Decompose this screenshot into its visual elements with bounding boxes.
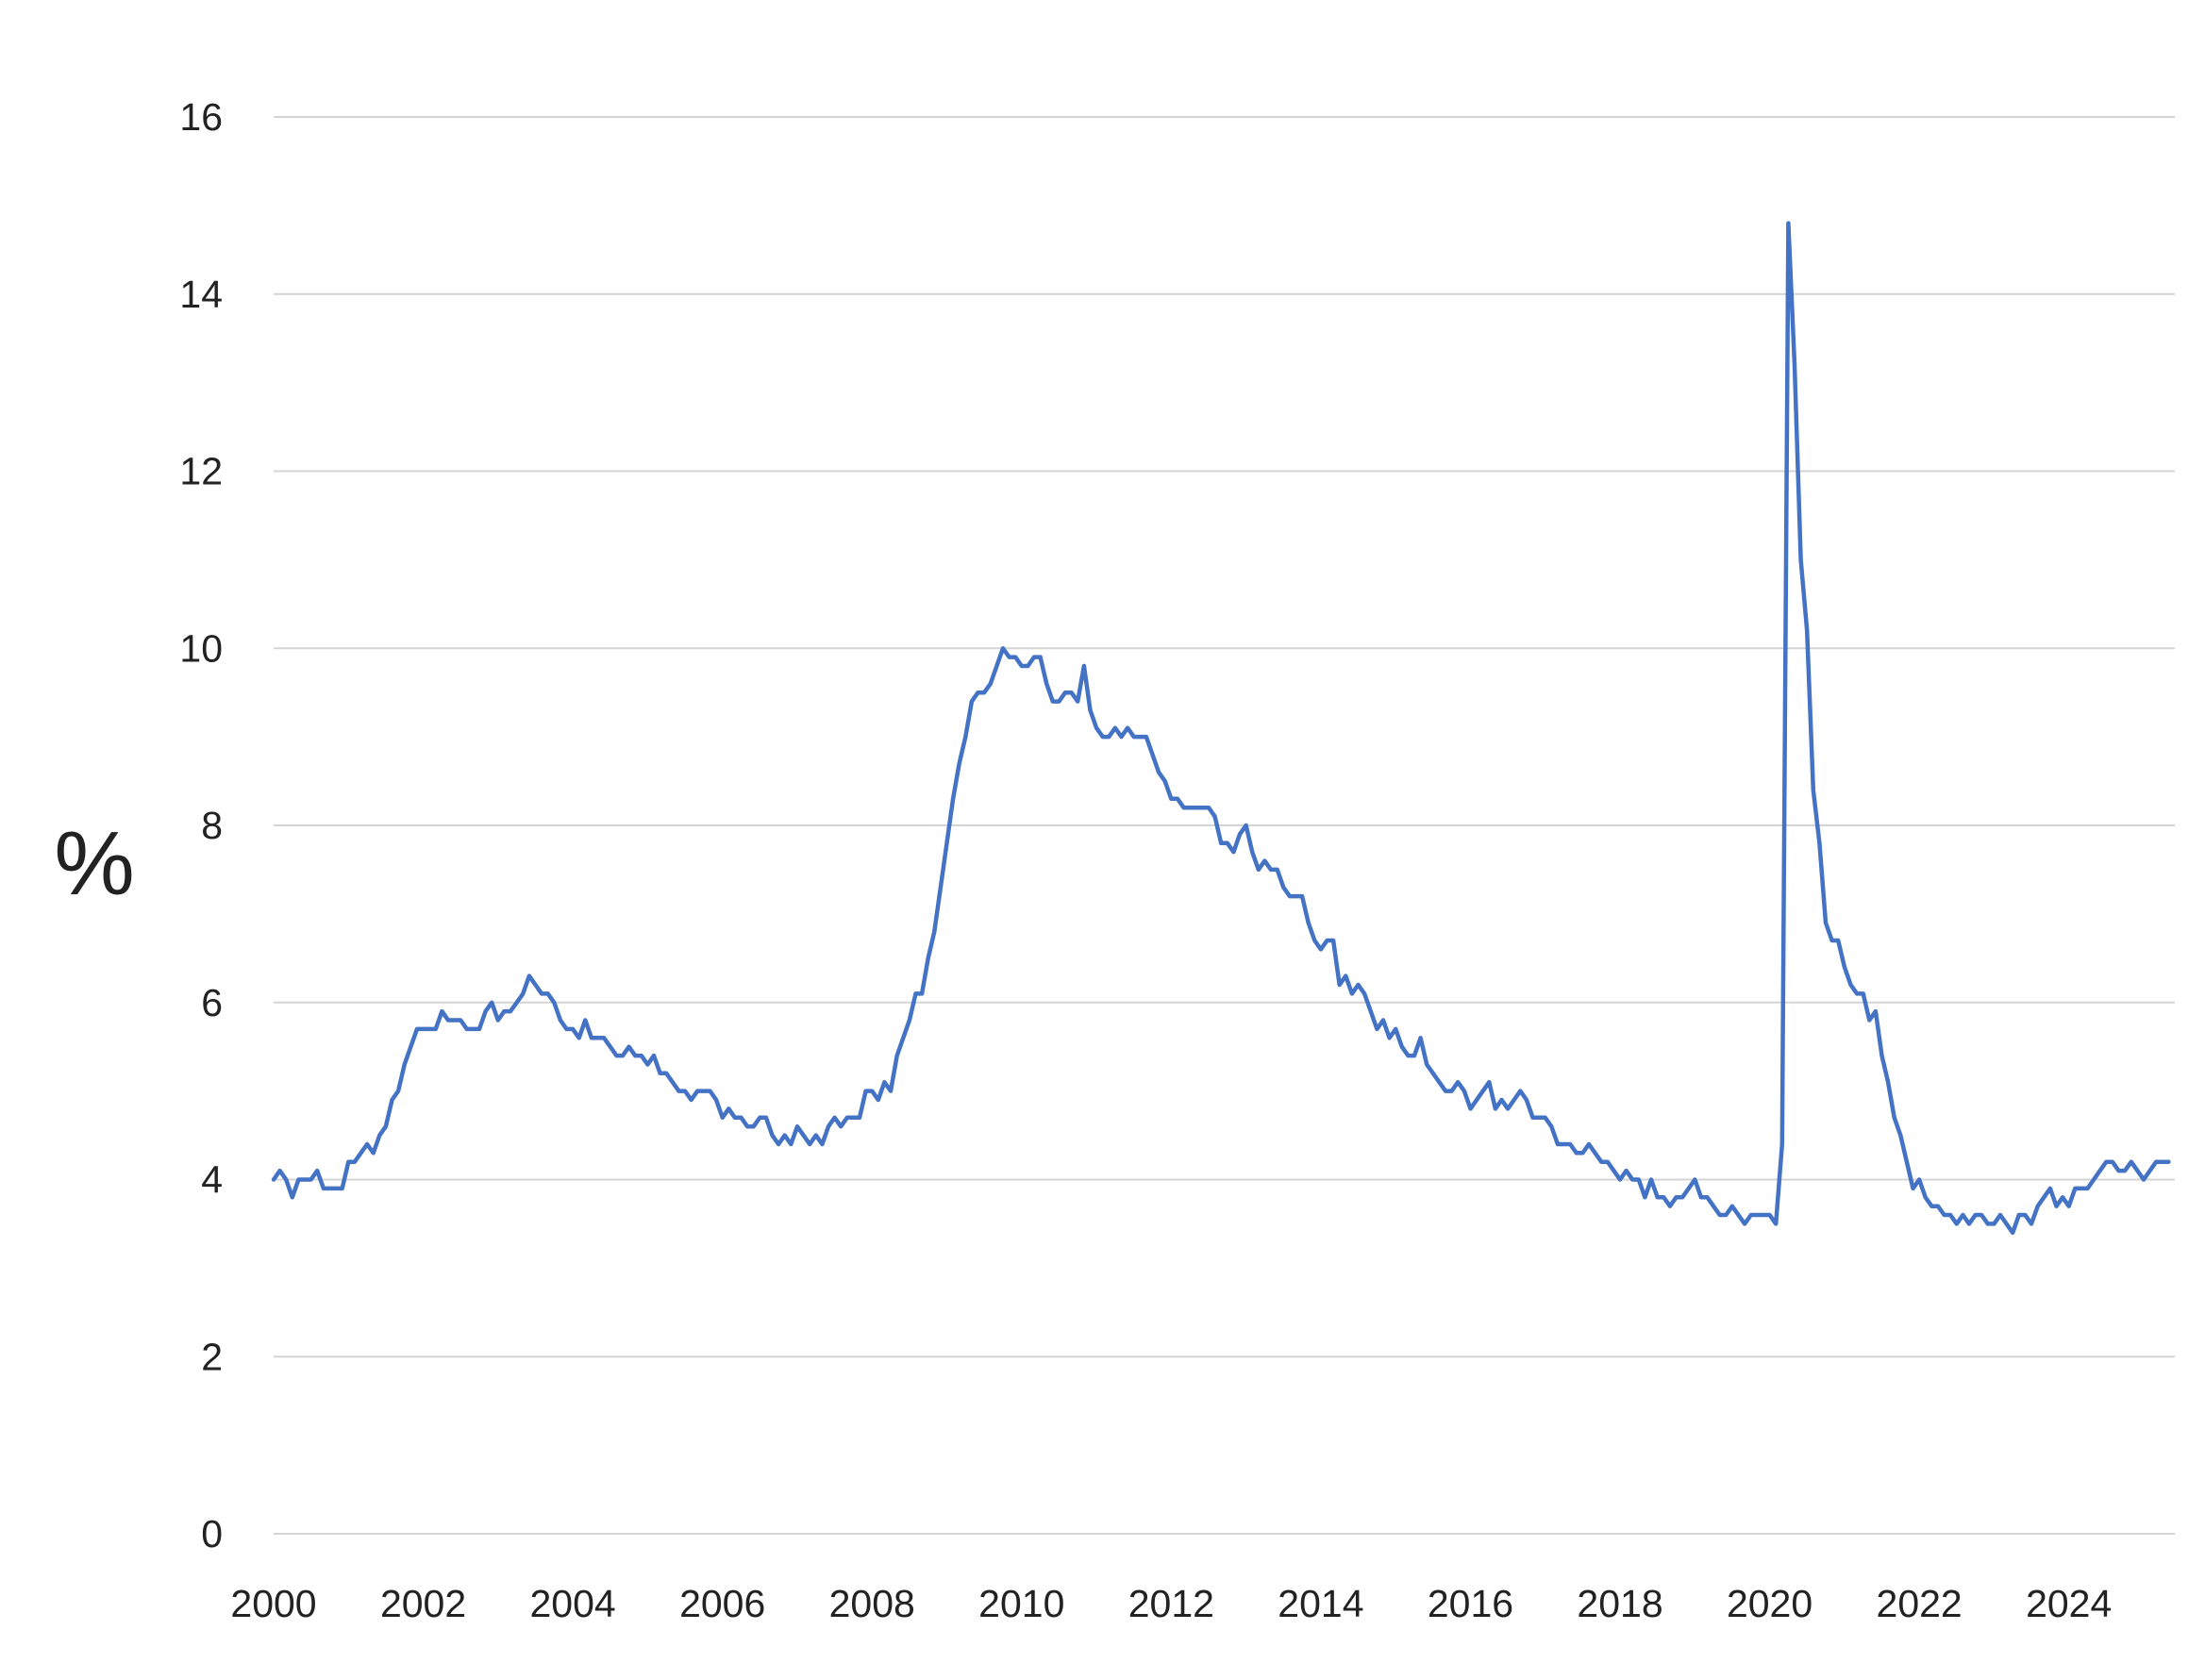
x-tick-label: 2006 [679,1582,765,1625]
x-tick-label: 2000 [230,1582,316,1625]
x-tick-label: 2004 [530,1582,616,1625]
y-tick-label: 4 [201,1158,223,1202]
x-tick-label: 2022 [1877,1582,1963,1625]
x-tick-label: 2002 [380,1582,466,1625]
y-tick-label: 8 [201,804,223,847]
x-tick-label: 2016 [1428,1582,1513,1625]
y-tick-label: 12 [179,450,223,493]
series-line [271,221,2171,1236]
x-axis-tick-labels: 2000 2002 2004 2006 2008 2010 2012 2014 2016 2018… [230,1582,2112,1625]
x-tick-label: 2024 [2026,1582,2112,1625]
grid-lines [274,116,2175,1535]
x-tick-label: 2020 [1727,1582,1812,1625]
x-tick-label: 2012 [1128,1582,1214,1625]
y-tick-label: 6 [201,981,223,1024]
x-tick-label: 2018 [1577,1582,1662,1625]
y-axis-tick-labels: 0 2 4 6 8 10 12 14 16 [179,95,223,1555]
x-tick-label: 2008 [829,1582,915,1625]
y-tick-label: 16 [179,95,223,139]
y-tick-label: 0 [201,1512,223,1555]
x-tick-label: 2014 [1278,1582,1363,1625]
x-tick-label: 2010 [978,1582,1064,1625]
y-tick-label: 10 [179,626,223,670]
y-tick-label: 14 [179,273,223,316]
y-tick-label: 2 [201,1335,223,1378]
y-axis-label: % [54,813,134,914]
